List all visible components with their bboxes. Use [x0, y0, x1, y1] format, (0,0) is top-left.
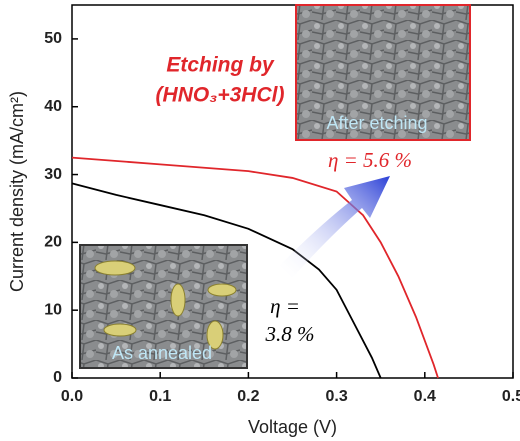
jv-curve [71, 156, 439, 379]
y-tick-label: 20 [44, 234, 62, 251]
x-tick-label: 0.3 [325, 388, 347, 405]
annotation: Etching by [166, 54, 275, 77]
annotation: As annealed [112, 343, 212, 363]
y-tick-label: 10 [44, 301, 62, 318]
x-tick-label: 0.1 [149, 388, 171, 405]
arrow [280, 176, 390, 278]
jv-curve [71, 182, 382, 379]
y-tick-label: 30 [44, 166, 62, 183]
inset-after [295, 4, 471, 141]
annotation: 3.8 % [265, 322, 315, 346]
y-tick-label: 40 [44, 98, 62, 115]
x-tick-label: 0.2 [237, 388, 259, 405]
x-tick-label: 0.0 [61, 388, 83, 405]
y-axis-label: Current density (mA/cm²) [7, 91, 27, 292]
particles [94, 260, 237, 350]
annotation: After etching [326, 113, 427, 133]
x-tick-label: 0.5 [502, 388, 520, 405]
annotation: η = 5.6 % [328, 148, 412, 172]
plot-frame [71, 4, 514, 379]
annotation: (HNO₃+3HCl) [156, 84, 285, 107]
y-tick-label: 0 [53, 369, 62, 386]
x-axis-label: Voltage (V) [248, 417, 337, 437]
y-tick-label: 50 [44, 30, 62, 47]
x-tick-label: 0.4 [414, 388, 436, 405]
annotation: η = [270, 294, 300, 318]
